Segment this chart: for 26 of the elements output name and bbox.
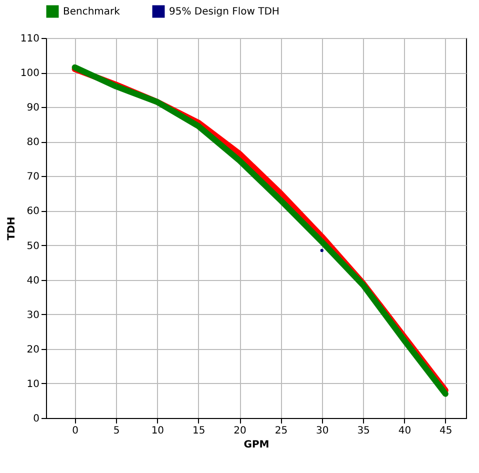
- y-tick-label: 30: [26, 310, 40, 321]
- x-tick-label: 35: [357, 426, 370, 436]
- y-axis-title: TDH: [6, 216, 18, 240]
- legend-label: 95% Design Flow TDH: [169, 6, 280, 18]
- y-tick-label: 0: [33, 414, 40, 424]
- y-tick-label: 20: [26, 344, 40, 356]
- x-tick-label: 5: [113, 426, 120, 436]
- x-tick-label: 45: [440, 426, 452, 436]
- y-tick-label: 50: [26, 240, 40, 252]
- x-tick-label: 30: [316, 426, 329, 436]
- y-tick-label: 90: [26, 102, 40, 114]
- y-tick-label: 80: [26, 137, 40, 148]
- y-tick-label: 70: [26, 172, 40, 183]
- x-axis-title: GPM: [244, 440, 270, 450]
- x-tick-label: 15: [192, 426, 206, 436]
- y-tick-label: 40: [26, 275, 40, 286]
- y-tick-label: 60: [26, 206, 40, 218]
- x-tick-label: 0: [72, 426, 79, 436]
- x-tick-label: 40: [398, 426, 412, 436]
- x-tick-label: 25: [274, 426, 288, 436]
- legend-label: Benchmark: [63, 6, 120, 18]
- y-tick-label: 10: [26, 378, 40, 390]
- x-tick-label: 20: [234, 426, 246, 436]
- y-tick-label: 100: [20, 68, 40, 80]
- x-tick-label: 10: [151, 426, 164, 436]
- y-tick-label: 110: [20, 34, 40, 44]
